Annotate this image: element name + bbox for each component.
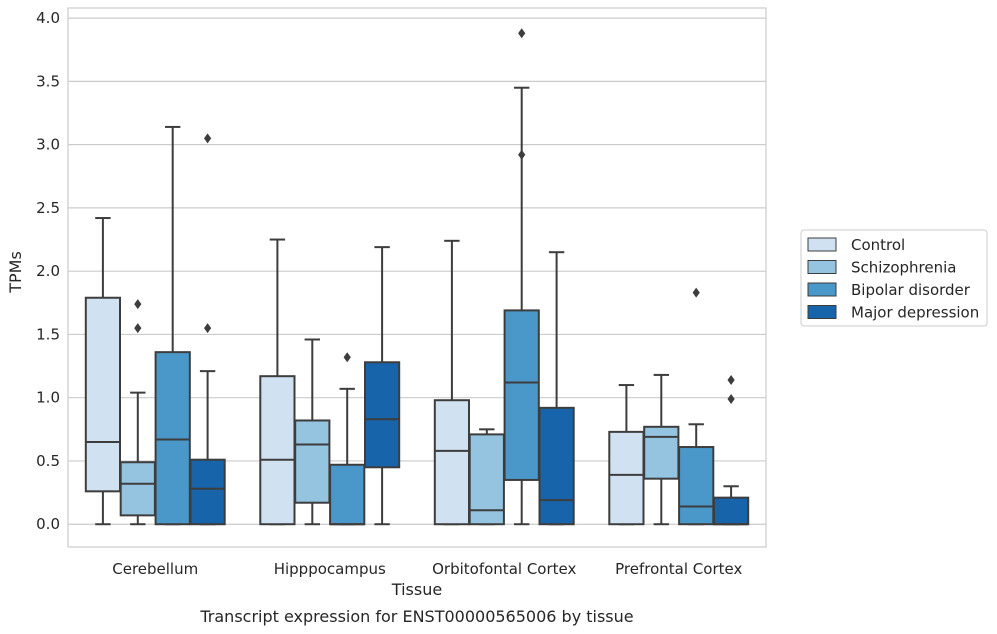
box-body (712, 496, 750, 526)
box-body (329, 463, 366, 526)
y-tick-label: 3.0 (36, 136, 60, 154)
box-body (119, 461, 156, 517)
legend-swatch (807, 282, 837, 297)
boxes-layer (84, 28, 750, 526)
y-tick-label: 4.0 (36, 9, 60, 27)
outlier-point (204, 323, 212, 334)
y-tick-label: 0.0 (36, 515, 60, 533)
box-body (643, 425, 680, 480)
box-bipolar-disorder (503, 28, 540, 526)
legend-label: Major depression (851, 304, 979, 322)
box-body (433, 399, 471, 526)
outlier-point (134, 323, 142, 334)
box-schizophrenia (294, 338, 331, 526)
y-axis-title: TPMs (6, 251, 25, 294)
outlier-point (518, 28, 526, 39)
box-body (154, 351, 191, 526)
y-tick-label: 0.5 (36, 452, 60, 470)
box-body (294, 419, 331, 504)
outlier-point (204, 133, 212, 144)
box-body (259, 375, 296, 526)
outlier-point (727, 393, 735, 404)
y-axis-ticks: 0.0 0.5 1.0 1.5 2.0 2.5 3.0 3.5 4.0 (36, 9, 60, 533)
legend-swatch (807, 260, 837, 274)
box-major-depression (538, 251, 575, 526)
outlier-point (692, 287, 700, 298)
x-tick-label: Prefrontal Cortex (615, 560, 742, 578)
legend-label: Bipolar disorder (851, 281, 971, 299)
x-axis-ticks: Cerebellum Hipppocampus Orbitofontal Corte… (112, 560, 742, 578)
legend-label: Schizophrenia (851, 259, 956, 277)
box-bipolar-disorder (154, 125, 191, 526)
outlier-point (727, 374, 735, 385)
box-control (259, 238, 296, 526)
outlier-point (134, 299, 142, 310)
x-tick-label: Orbitofontal Cortex (432, 560, 576, 578)
y-tick-label: 2.5 (36, 199, 60, 217)
box-body (503, 309, 540, 481)
legend-frame (800, 229, 988, 327)
y-tick-label: 1.0 (36, 389, 60, 407)
box-schizophrenia (643, 373, 680, 526)
box-body (608, 430, 645, 526)
legend: Control Schizophrenia Bipolar disorder Majo… (800, 229, 988, 327)
box-body (84, 296, 122, 493)
y-tick-label: 1.5 (36, 325, 60, 343)
legend-swatch (807, 237, 837, 252)
x-tick-label: Cerebellum (112, 560, 198, 578)
x-tick-label: Hipppocampus (274, 560, 386, 578)
y-tick-label: 3.5 (36, 72, 60, 90)
box-schizophrenia (468, 428, 505, 526)
box-body (538, 406, 575, 526)
legend-swatch (807, 305, 837, 319)
x-axis-title: Tissue (391, 580, 442, 599)
chart-caption: Transcript expression for ENST0000056500… (199, 607, 633, 626)
box-control (84, 217, 122, 526)
legend-label: Control (851, 236, 905, 254)
box-major-depression (363, 246, 401, 526)
box-body (363, 361, 401, 469)
box-major-depression (189, 133, 226, 526)
box-major-depression (712, 374, 750, 526)
y-tick-label: 2.0 (36, 262, 60, 280)
box-body (189, 458, 226, 526)
outlier-point (343, 352, 351, 363)
box-bipolar-disorder (678, 287, 715, 526)
box-bipolar-disorder (329, 352, 366, 526)
outlier-point (518, 149, 526, 160)
box-body (678, 446, 715, 526)
